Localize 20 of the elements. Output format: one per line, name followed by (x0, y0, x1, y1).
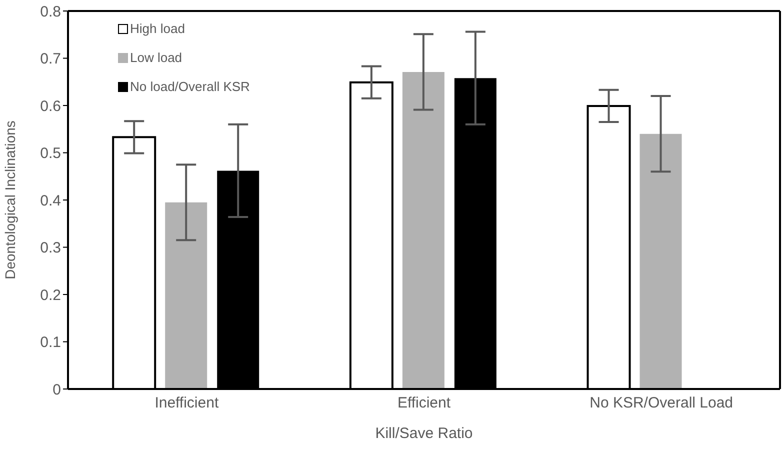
y-tick-label: 0.1 (40, 334, 61, 352)
x-tick-label: Inefficient (154, 394, 220, 412)
bar (402, 72, 444, 389)
y-tick-label: 0.3 (40, 240, 61, 257)
y-tick-label: 0.7 (40, 50, 61, 68)
y-tick-label: 0.6 (40, 98, 61, 115)
y-axis-title: Deontological Inclinations (2, 120, 18, 280)
bar (640, 134, 682, 389)
y-tick-label: 0 (52, 381, 61, 398)
legend-label: High load (130, 21, 185, 36)
bar (165, 202, 208, 389)
legend-label: Low load (130, 50, 182, 65)
y-tick-label: 0.8 (40, 3, 61, 20)
x-tick-label: Efficient (397, 394, 452, 412)
y-tick-label: 0.4 (40, 192, 61, 210)
legend-label: No load/Overall KSR (130, 79, 250, 94)
y-tick-label: 0.5 (40, 145, 61, 162)
x-axis-title: Kill/Save Ratio (375, 425, 473, 442)
y-tick-label: 0.2 (40, 286, 61, 304)
x-tick-label: No KSR/Overall Load (590, 394, 734, 412)
